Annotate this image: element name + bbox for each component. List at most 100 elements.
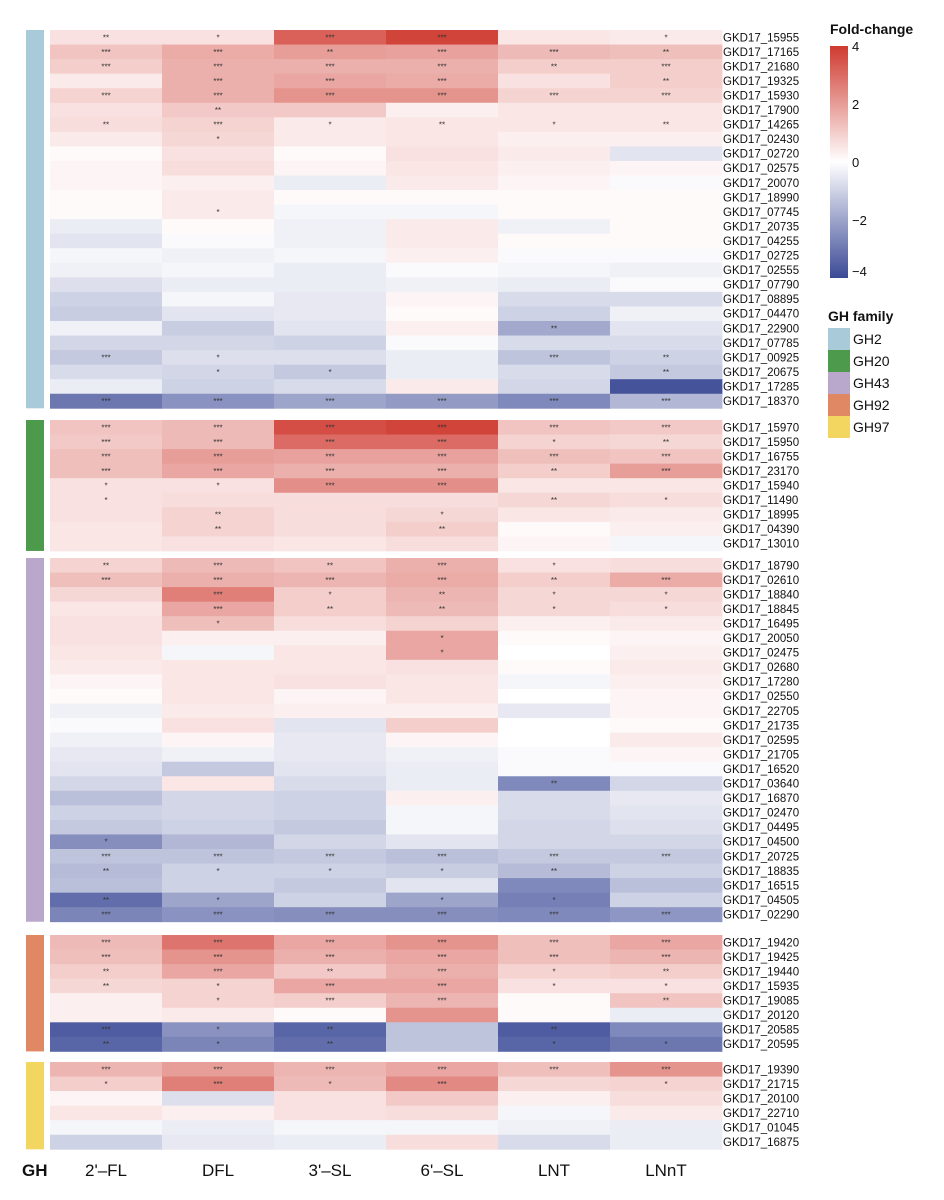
column-labels: 2'–FL DFL 3'–SL 6'–SL LNT LNnT xyxy=(85,1161,687,1180)
heatmap-cell xyxy=(50,59,163,75)
heatmap-cell xyxy=(50,1134,163,1150)
heatmap-cell xyxy=(274,449,387,465)
heatmap-cell xyxy=(50,907,163,923)
heatmap-cell xyxy=(498,993,611,1009)
heatmap-cell xyxy=(274,131,387,147)
significance-mark: ** xyxy=(327,48,333,57)
heatmap-cell xyxy=(386,364,499,380)
column-label: LNT xyxy=(538,1161,570,1180)
heatmap-cell xyxy=(274,536,387,552)
gene-label: GKD17_01045 xyxy=(723,1122,799,1134)
heatmap-cell xyxy=(386,434,499,450)
gene-label: GKD17_18990 xyxy=(723,192,799,204)
heatmap-cell xyxy=(610,73,723,89)
heatmap-cell xyxy=(162,949,275,965)
significance-mark: *** xyxy=(549,397,558,406)
heatmap-cell xyxy=(50,863,163,879)
heatmap-cell xyxy=(610,350,723,366)
heatmap-cell xyxy=(610,659,723,675)
heatmap-cell xyxy=(498,321,611,336)
heatmap-cell xyxy=(610,949,723,965)
heatmap-cell xyxy=(498,805,611,821)
heatmap-cell xyxy=(162,1134,275,1150)
heatmap-cell xyxy=(610,102,723,118)
significance-mark: *** xyxy=(101,953,110,962)
gh-legend-title: GH family xyxy=(828,308,894,324)
heatmap-cell xyxy=(274,659,387,675)
heatmap-cell xyxy=(498,190,611,205)
heatmap-cells xyxy=(50,30,723,1150)
heatmap-cell xyxy=(274,761,387,777)
significance-mark: *** xyxy=(325,438,334,447)
heatmap-cell xyxy=(162,978,275,994)
gene-label: GKD17_04255 xyxy=(723,236,799,248)
significance-mark: ** xyxy=(551,576,557,585)
heatmap-cell xyxy=(274,463,387,479)
heatmap-cell xyxy=(386,572,499,588)
heatmap-cell xyxy=(162,88,275,104)
heatmap-cell xyxy=(610,30,723,45)
significance-mark: ** xyxy=(327,561,333,570)
significance-mark: *** xyxy=(325,62,334,71)
heatmap-cell xyxy=(274,219,387,235)
significance-mark: *** xyxy=(437,1065,446,1074)
heatmap-cell xyxy=(274,321,387,336)
heatmap-cell xyxy=(498,630,611,646)
significance-mark: * xyxy=(216,1026,219,1035)
significance-mark: ** xyxy=(663,48,669,57)
heatmap-cell xyxy=(610,732,723,748)
heatmap-cell xyxy=(386,1007,499,1023)
heatmap-cell xyxy=(274,601,387,617)
heatmap-cell xyxy=(498,364,611,380)
heatmap-cell xyxy=(498,572,611,588)
significance-mark: *** xyxy=(101,62,110,71)
heatmap-cell xyxy=(386,420,499,435)
significance-mark: * xyxy=(440,896,443,905)
colorbar-tick-label: −2 xyxy=(852,213,867,228)
significance-mark: *** xyxy=(661,423,670,432)
heatmap-cell xyxy=(162,291,275,307)
heatmap-cell xyxy=(498,587,611,603)
heatmap-cell xyxy=(162,907,275,923)
significance-mark: * xyxy=(440,867,443,876)
heatmap-cell xyxy=(610,44,723,60)
heatmap-cell xyxy=(610,964,723,980)
heatmap-cell xyxy=(162,536,275,552)
significance-mark: * xyxy=(328,368,331,377)
heatmap-cell xyxy=(610,204,723,220)
heatmap-cell xyxy=(274,507,387,523)
significance-mark: *** xyxy=(549,353,558,362)
heatmap-cell xyxy=(50,688,163,704)
heatmap-cell xyxy=(274,863,387,879)
significance-mark: *** xyxy=(549,48,558,57)
heatmap-cell xyxy=(162,630,275,646)
heatmap-cell xyxy=(162,892,275,908)
heatmap-cell xyxy=(498,393,611,409)
gene-label: GKD17_18370 xyxy=(723,396,799,408)
heatmap-cell xyxy=(50,1036,163,1052)
heatmap-cell xyxy=(498,277,611,293)
heatmap-cell xyxy=(162,703,275,719)
gene-label: GKD17_11490 xyxy=(723,495,798,507)
gh-legend-label: GH20 xyxy=(853,353,890,369)
heatmap-cell xyxy=(386,478,499,494)
significance-mark: *** xyxy=(661,852,670,861)
gene-label: GKD17_19420 xyxy=(723,937,799,949)
significance-mark: * xyxy=(552,1040,555,1049)
heatmap-cell xyxy=(162,776,275,792)
heatmap-cell xyxy=(50,659,163,675)
heatmap-cell xyxy=(274,558,387,573)
gene-label: GKD17_18790 xyxy=(723,560,799,572)
gene-label: GKD17_19440 xyxy=(723,966,799,978)
heatmap-cell xyxy=(498,59,611,75)
significance-mark: ** xyxy=(551,324,557,333)
heatmap-cell xyxy=(386,863,499,879)
heatmap-cell xyxy=(386,146,499,162)
heatmap-cell xyxy=(162,44,275,60)
heatmap-cell xyxy=(498,117,611,133)
gene-label: GKD17_08895 xyxy=(723,294,799,306)
heatmap-cell xyxy=(274,59,387,75)
heatmap-cell xyxy=(50,964,163,980)
gene-label: GKD17_02680 xyxy=(723,662,799,674)
significance-mark: *** xyxy=(437,852,446,861)
